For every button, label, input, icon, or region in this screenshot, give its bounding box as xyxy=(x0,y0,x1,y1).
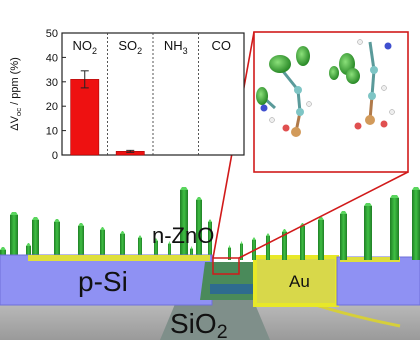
y-tick-label: 10 xyxy=(46,126,58,138)
cl-atom xyxy=(346,68,360,84)
cl-atom xyxy=(269,55,291,73)
zno-nanowire xyxy=(154,238,158,258)
category-label: NO2 xyxy=(72,38,97,56)
zno-nanowire xyxy=(180,187,188,258)
category-dividers xyxy=(107,33,199,155)
zno-nanowire xyxy=(120,231,125,258)
p-si-block xyxy=(0,254,213,306)
molecule-inset-frame xyxy=(253,31,409,173)
p-atom xyxy=(365,115,375,125)
zno-nanowire xyxy=(252,237,256,260)
cl-atom xyxy=(256,87,268,105)
chart-bars xyxy=(70,70,145,156)
molecule-zoom-callout xyxy=(212,31,409,259)
bar xyxy=(70,79,100,156)
zno-nanowire xyxy=(390,195,399,260)
o-atom xyxy=(380,120,388,128)
channel-gap xyxy=(200,262,262,300)
p-si-label: p-Si xyxy=(78,266,128,297)
zno-nanowire xyxy=(412,187,420,260)
n-atom xyxy=(260,104,268,112)
y-tick-label: 50 xyxy=(46,28,58,40)
molecule-right xyxy=(329,39,395,130)
y-axis-label: ΔVoc / ppm (%) xyxy=(9,57,23,131)
zno-nanowire xyxy=(318,217,324,260)
au-electrode xyxy=(257,259,335,303)
right-si-block xyxy=(336,256,420,306)
zno-nanowire xyxy=(100,227,105,258)
zno-nanowire xyxy=(54,219,60,258)
device-scene: n-ZnO p-Si Au SiO2 xyxy=(0,187,420,340)
p-atom xyxy=(291,127,301,137)
zno-nanowire xyxy=(208,219,212,258)
zno-nanowire xyxy=(300,223,305,260)
zno-nanowire xyxy=(228,245,231,260)
zno-nanowire xyxy=(282,229,287,260)
zno-nanowire xyxy=(26,243,31,258)
au-label: Au xyxy=(289,272,310,291)
y-tick-label: 0 xyxy=(52,150,58,162)
y-tick-label: 20 xyxy=(46,101,58,113)
zno-nanowire xyxy=(78,223,84,258)
inset-bar-chart: 0 10 20 30 40 50 NO2 SO2 NH3 CO ΔVoc / ppm (%) xyxy=(9,28,245,162)
y-tick-label: 30 xyxy=(46,77,58,89)
junction-highlight-box xyxy=(212,257,240,275)
n-atom xyxy=(384,42,392,50)
sio2-label: SiO2 xyxy=(170,308,228,340)
cl-atom xyxy=(329,66,339,80)
zno-nanowire xyxy=(168,241,171,258)
y-axis-ticks: 0 10 20 30 40 50 xyxy=(46,28,66,162)
category-label: SO2 xyxy=(118,38,142,56)
zoom-line-right xyxy=(238,171,409,259)
zno-nanowire xyxy=(364,203,372,260)
zno-nanowire xyxy=(266,233,270,260)
nanowire-array-front xyxy=(228,187,420,260)
zno-nanowire xyxy=(138,235,142,258)
zno-nanowire xyxy=(0,247,6,258)
zno-nanowire xyxy=(340,211,347,260)
molecule-left xyxy=(256,46,312,137)
n-zno-label: n-ZnO xyxy=(152,223,214,248)
p-si-yellow-edge xyxy=(28,255,210,261)
channel-rail xyxy=(210,284,254,294)
category-label: CO xyxy=(212,38,232,53)
o-atom xyxy=(354,122,362,130)
zno-nanowire xyxy=(10,212,18,258)
category-label: NH3 xyxy=(164,38,188,56)
nanowire-array-back xyxy=(0,187,212,258)
o-atom xyxy=(282,124,290,132)
zno-nanowire xyxy=(240,241,243,260)
zno-nanowire xyxy=(196,197,202,258)
zno-nanowire xyxy=(32,217,39,258)
cl-atom xyxy=(296,46,310,66)
category-labels: NO2 SO2 NH3 CO xyxy=(72,38,231,56)
zno-nanowire xyxy=(190,246,193,258)
y-tick-label: 40 xyxy=(46,52,58,64)
